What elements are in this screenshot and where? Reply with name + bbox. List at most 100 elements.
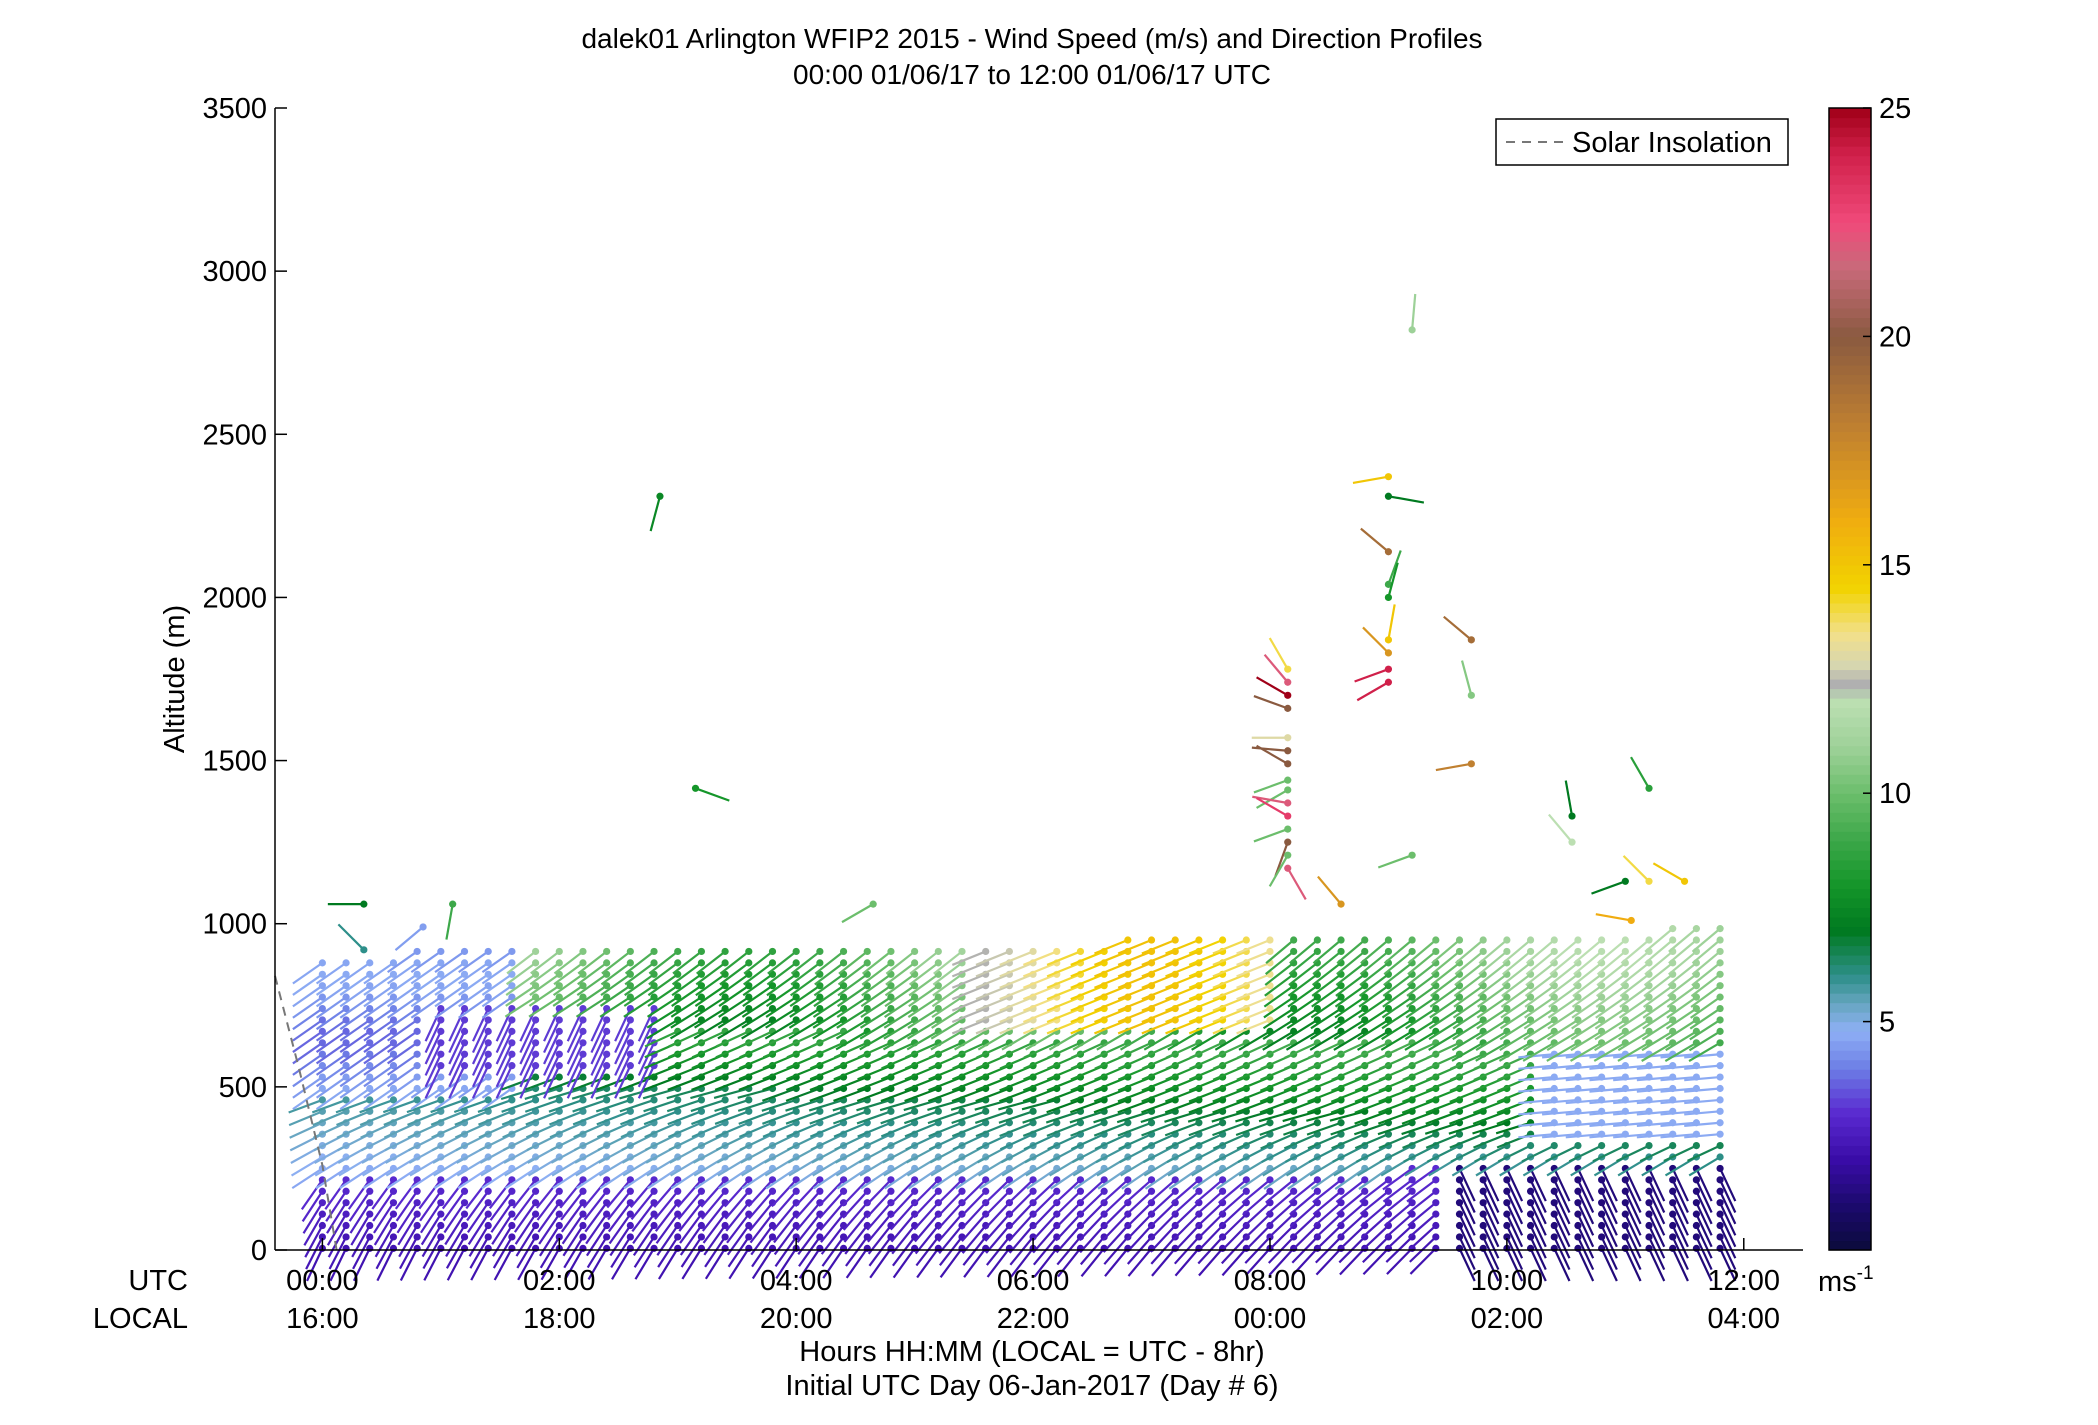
wind-barb-shaft (999, 1007, 1034, 1024)
wind-barb-shaft (611, 1247, 632, 1280)
wind-barb (458, 1073, 492, 1099)
wind-barb-shaft (590, 1065, 608, 1099)
wind-barb-dot (413, 1016, 421, 1024)
wind-barb (694, 993, 729, 1018)
wind-barb-shaft (424, 1030, 442, 1065)
wind-barb-shaft (951, 1087, 987, 1103)
wind-barb-shaft (834, 1133, 868, 1151)
wind-barb-dot (1242, 1187, 1250, 1195)
wind-barb-shaft (1006, 1179, 1034, 1206)
wind-barb-shaft (572, 1098, 608, 1113)
wind-barb-shaft (860, 984, 892, 1008)
wind-barb-dot (674, 1187, 682, 1195)
wind-barb-dot (626, 1187, 634, 1195)
wind-barb-shaft (595, 1087, 631, 1100)
wind-barb-dot (389, 1050, 398, 1058)
wind-barb-dot (484, 1221, 492, 1230)
wind-barb (701, 1187, 729, 1220)
wind-barb (933, 947, 966, 975)
wind-barb-dot (1621, 1210, 1629, 1218)
wind-barb-dot (934, 1107, 942, 1115)
wind-barb-dot (1384, 1187, 1393, 1195)
wind-barb (469, 1233, 492, 1269)
wind-barb-dot (437, 947, 445, 956)
wind-barb-shaft (927, 1110, 963, 1125)
wind-barb (859, 1004, 895, 1029)
wind-barb-shaft (540, 1247, 561, 1281)
wind-barb-shaft (860, 996, 892, 1018)
wind-barb-dot (721, 993, 729, 1001)
wind-barb-shaft (1008, 1224, 1034, 1254)
wind-barb-dot (1598, 1221, 1606, 1230)
wind-barb-dot (1005, 1176, 1013, 1184)
wind-barb-shaft (975, 1121, 1010, 1138)
wind-barb-dot (603, 1073, 611, 1081)
wind-barb-shaft (857, 1121, 892, 1138)
wind-barb (410, 970, 445, 996)
wind-barb (1006, 1187, 1037, 1218)
wind-barb-dot (460, 1199, 469, 1207)
wind-barb-shaft (794, 1179, 821, 1207)
wind-barb-dot (1550, 1176, 1558, 1184)
wind-barb-shaft (515, 1224, 537, 1257)
wind-barb-shaft (471, 1019, 490, 1054)
wind-barb (444, 1210, 469, 1246)
wind-barb-shaft (539, 1236, 561, 1269)
wind-barb (560, 1199, 587, 1233)
wind-barb (1006, 1176, 1037, 1206)
wind-barb-shaft (704, 1247, 727, 1280)
wind-barb-shaft (418, 1179, 442, 1210)
wind-barb-shaft (820, 1213, 845, 1243)
wind-barb-shaft (292, 1053, 324, 1076)
wind-barb-dot (531, 1221, 540, 1230)
wind-barb-shaft (600, 961, 632, 986)
wind-barb-dot (745, 982, 753, 990)
wind-barb-dot (413, 993, 421, 1001)
wind-barb-dot (792, 993, 800, 1001)
wind-barb-dot (1716, 1153, 1724, 1161)
wind-barb-dot (1716, 1096, 1724, 1104)
wind-barb (424, 1062, 445, 1099)
wind-barb-dot (839, 1176, 848, 1184)
wind-barb-shaft (939, 1236, 963, 1267)
wind-barb (363, 959, 398, 985)
wind-barb-shaft (884, 996, 916, 1018)
wind-barb-shaft (678, 1202, 703, 1232)
wind-barb-shaft (884, 1167, 916, 1190)
wind-barb (387, 1016, 421, 1042)
wind-barb-shaft (630, 1190, 655, 1221)
wind-barb-shaft (975, 961, 1010, 978)
wind-barb-dot (508, 1233, 516, 1241)
wind-barb-dot (816, 959, 824, 967)
wind-barb-dot (626, 1016, 634, 1024)
wind-barb-shaft (773, 1213, 798, 1244)
wind-barb-dot (366, 1073, 374, 1081)
wind-barb-shaft (843, 1213, 869, 1243)
wind-barb-shaft (363, 1019, 395, 1042)
wind-barb-shaft (657, 1247, 679, 1280)
wind-barb-shaft (788, 1007, 821, 1029)
wind-barb (751, 1233, 777, 1268)
wind-barb (434, 1084, 469, 1111)
wind-barb-dot (360, 946, 368, 954)
wind-barb-shaft (741, 1019, 774, 1040)
wind-barb-shaft (549, 1110, 584, 1126)
wind-barb-shaft (492, 1224, 513, 1257)
wind-barb-dot (484, 1187, 492, 1195)
wind-barb-dot (1284, 776, 1292, 784)
wind-barb-shaft (916, 1247, 940, 1279)
wind-barb (424, 1039, 445, 1076)
wind-barb-dot (484, 959, 492, 967)
wind-barb (315, 982, 350, 1008)
wind-barb (387, 959, 421, 985)
wind-barb-dot (579, 1221, 587, 1230)
wind-barb-dot (1716, 947, 1724, 956)
wind-barb (648, 959, 682, 986)
wind-barb-dot (1479, 936, 1487, 944)
wind-barb-dot (1455, 947, 1464, 956)
wind-barb-shaft (671, 961, 703, 986)
wind-barb (537, 1199, 563, 1233)
wind-barb-shaft (441, 1179, 466, 1210)
wind-barb-dot (389, 1004, 398, 1013)
wind-barb (884, 982, 919, 1008)
